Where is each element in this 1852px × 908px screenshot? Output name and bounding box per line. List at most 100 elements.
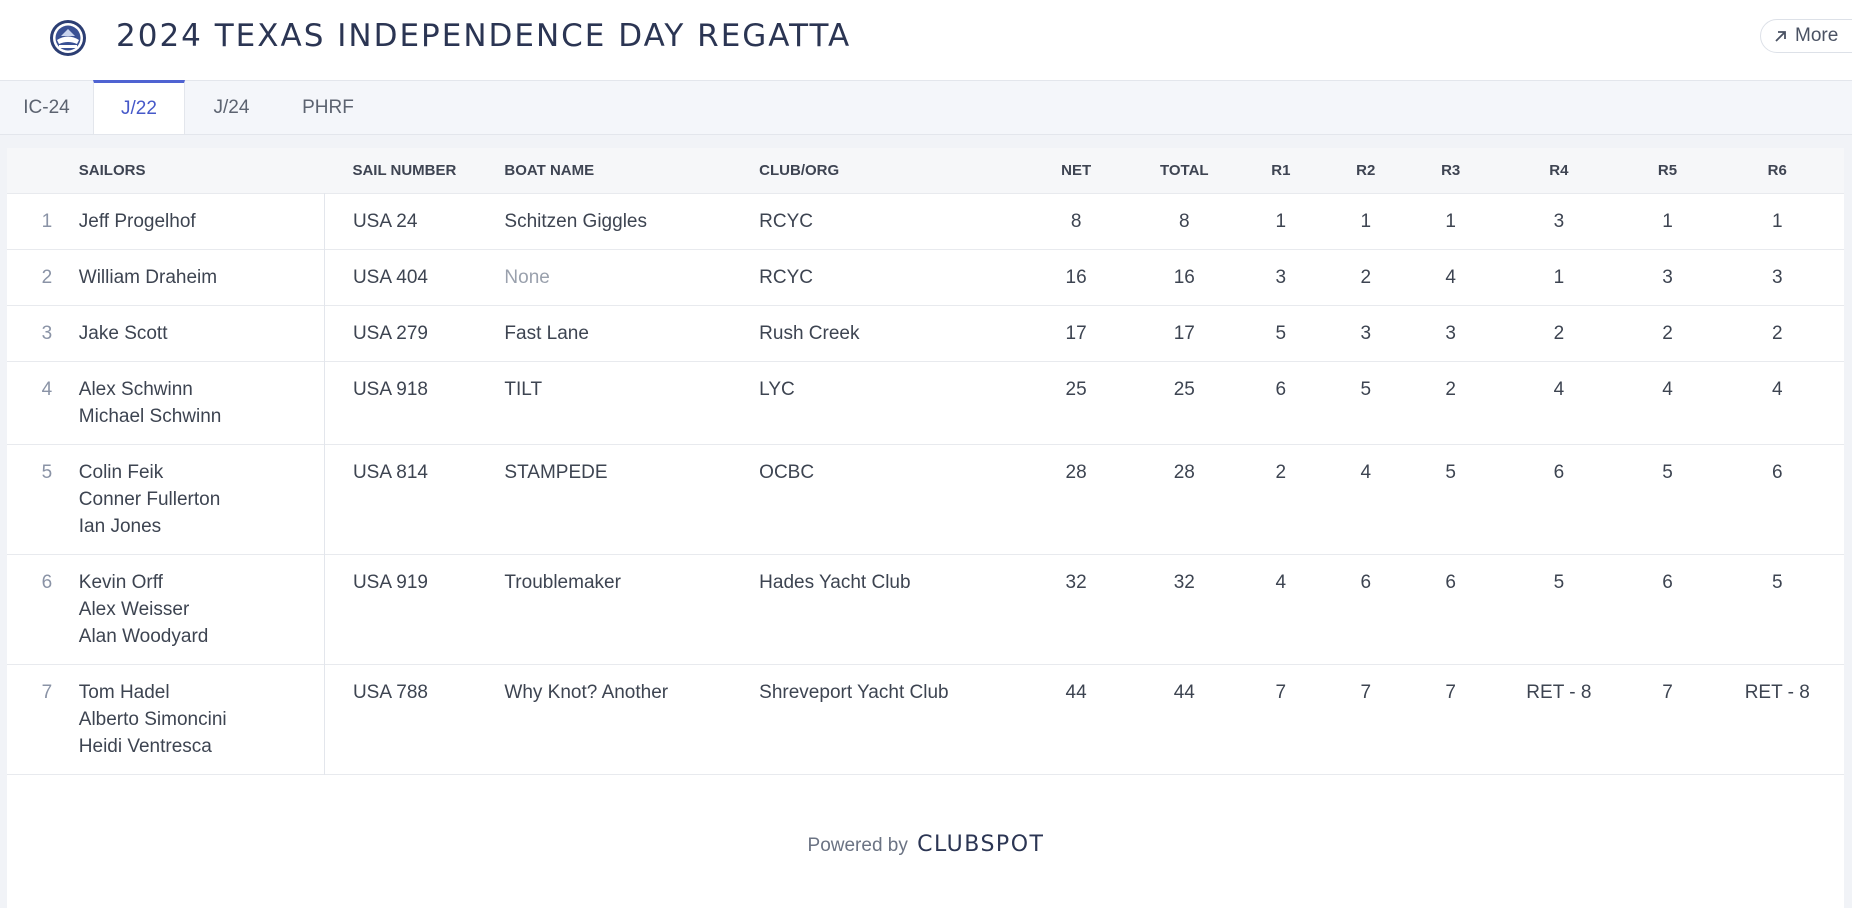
results-table: SAILORS SAIL NUMBER BOAT NAME CLUB/ORG N… [7, 148, 1844, 775]
table-row[interactable]: 2 William Draheim USA 404 None RCYC 16 16 3 2 4 1 3… [7, 249, 1844, 305]
club-cell: RCYC [759, 266, 814, 288]
page-title: 2024 TEXAS INDEPENDENCE DAY REGATTA [116, 18, 852, 54]
col-r1[interactable]: R1 [1271, 161, 1291, 179]
rank-cell: 4 [41, 378, 53, 400]
sailor-name: Colin Feik [78, 461, 164, 483]
race-2-cell: 5 [1360, 378, 1372, 400]
total-cell: 32 [1173, 571, 1195, 593]
race-2-cell: 7 [1360, 681, 1372, 703]
net-cell: 32 [1065, 571, 1087, 593]
col-r5[interactable]: R5 [1657, 161, 1678, 179]
sail-number-cell: USA 279 [352, 322, 428, 344]
sailor-name: William Draheim [78, 266, 218, 288]
sailors-cell: Tom Hadel Alberto Simoncini Heidi Ventresc… [79, 665, 324, 774]
sailor-name: Alberto Simoncini [78, 708, 227, 730]
sail-number-cell: USA 814 [352, 461, 428, 483]
race-5-cell: 5 [1662, 461, 1673, 483]
club-cell: Shreveport Yacht Club [759, 681, 949, 703]
boat-name-cell: STAMPEDE [504, 461, 608, 483]
total-cell: 28 [1173, 461, 1195, 483]
race-1-cell: 7 [1275, 681, 1287, 703]
sailor-name: Jake Scott [78, 322, 168, 344]
boat-name-cell: Troublemaker [504, 571, 621, 593]
col-r2[interactable]: R2 [1356, 161, 1376, 179]
table-row[interactable]: 5 Colin Feik Conner Fullerton Ian Jones USA … [7, 444, 1844, 554]
col-club[interactable]: CLUB/ORG [759, 161, 840, 179]
club-cell: RCYC [759, 210, 814, 232]
sailors-cell: Colin Feik Conner Fullerton Ian Jones [79, 445, 324, 554]
club-logo[interactable] [49, 19, 87, 57]
tab-j22[interactable]: J/22 [93, 80, 185, 134]
race-3-cell: 2 [1445, 378, 1456, 400]
net-cell: 16 [1065, 266, 1087, 288]
sailor-name: Alex Schwinn [78, 378, 193, 400]
net-cell: 8 [1070, 210, 1082, 232]
net-cell: 44 [1065, 681, 1087, 703]
race-2-cell: 4 [1360, 461, 1372, 483]
total-cell: 8 [1179, 210, 1190, 232]
sailor-name: Heidi Ventresca [78, 735, 212, 757]
table-row[interactable]: 4 Alex Schwinn Michael Schwinn USA 918 TILT L… [7, 361, 1844, 444]
arrow-up-right-icon [1775, 30, 1786, 42]
race-4-cell: 4 [1553, 378, 1565, 400]
rank-cell: 6 [41, 571, 53, 593]
total-cell: 17 [1173, 322, 1195, 344]
col-net[interactable]: NET [1061, 161, 1092, 179]
sailors-cell: Jake Scott [79, 306, 324, 361]
tab-ic-24[interactable]: IC-24 [23, 96, 70, 118]
net-cell: 28 [1065, 461, 1087, 483]
race-5-cell: 1 [1662, 210, 1673, 232]
sailors-cell: William Draheim [79, 250, 324, 305]
col-boat-name[interactable]: BOAT NAME [504, 161, 595, 179]
results-body: 1 Jeff Progelhof USA 24 Schitzen Giggles RCY… [7, 193, 1844, 774]
sailors-cell: Jeff Progelhof [79, 194, 324, 249]
clubspot-brand[interactable]: CLUBSPOT [917, 832, 1045, 857]
col-sailors[interactable]: SAILORS [78, 161, 146, 179]
sail-number-cell: USA 788 [352, 681, 428, 703]
club-cell: Hades Yacht Club [759, 571, 911, 593]
table-row[interactable]: 1 Jeff Progelhof USA 24 Schitzen Giggles RCY… [7, 193, 1844, 249]
col-r3[interactable]: R3 [1441, 161, 1461, 179]
race-6-cell: 1 [1771, 210, 1783, 232]
rank-cell: 2 [41, 266, 53, 288]
table-header-row: SAILORS SAIL NUMBER BOAT NAME CLUB/ORG N… [7, 148, 1844, 193]
race-6-cell: 6 [1771, 461, 1783, 483]
table-row[interactable]: 6 Kevin Orff Alex Weisser Alan Woodyard USA … [7, 554, 1844, 664]
col-total[interactable]: TOTAL [1159, 161, 1209, 179]
header: 2024 TEXAS INDEPENDENCE DAY REGATTA More [0, 0, 1852, 81]
sailors-cell: Kevin Orff Alex Weisser Alan Woodyard [79, 555, 324, 664]
sail-number-cell: USA 404 [352, 266, 428, 288]
sailor-name: Alan Woodyard [78, 625, 209, 647]
race-6-cell: 3 [1771, 266, 1783, 288]
sailors-cell: Alex Schwinn Michael Schwinn [79, 362, 324, 444]
race-3-cell: 4 [1445, 266, 1456, 288]
boat-name-cell: None [504, 266, 550, 288]
sailor-name: Michael Schwinn [78, 405, 222, 427]
tab-j24[interactable]: J/24 [213, 96, 250, 118]
sail-number-cell: USA 919 [352, 571, 428, 593]
race-4-cell: RET - 8 [1526, 681, 1592, 703]
race-1-cell: 2 [1275, 461, 1287, 483]
tab-phrf[interactable]: PHRF [302, 96, 354, 118]
col-r6[interactable]: R6 [1767, 161, 1787, 179]
table-row[interactable]: 3 Jake Scott USA 279 Fast Lane Rush Creek 17 1… [7, 305, 1844, 361]
sailor-name: Ian Jones [78, 515, 162, 537]
race-3-cell: 5 [1445, 461, 1456, 483]
sail-number-cell: USA 918 [352, 378, 428, 400]
total-cell: 16 [1173, 266, 1195, 288]
race-5-cell: 4 [1662, 378, 1673, 400]
total-cell: 25 [1173, 378, 1195, 400]
table-row[interactable]: 7 Tom Hadel Alberto Simoncini Heidi Ventres… [7, 664, 1844, 774]
race-6-cell: 2 [1771, 322, 1783, 344]
rank-cell: 7 [41, 681, 53, 703]
col-rank [7, 148, 79, 193]
race-5-cell: 7 [1662, 681, 1673, 703]
race-5-cell: 2 [1662, 322, 1673, 344]
sail-number-cell: USA 24 [352, 210, 418, 232]
col-r4[interactable]: R4 [1549, 161, 1569, 179]
col-sail-number[interactable]: SAIL NUMBER [352, 161, 457, 179]
race-4-cell: 5 [1553, 571, 1565, 593]
more-button[interactable]: More [1760, 19, 1852, 53]
race-1-cell: 4 [1275, 571, 1287, 593]
club-cell: LYC [759, 378, 795, 400]
